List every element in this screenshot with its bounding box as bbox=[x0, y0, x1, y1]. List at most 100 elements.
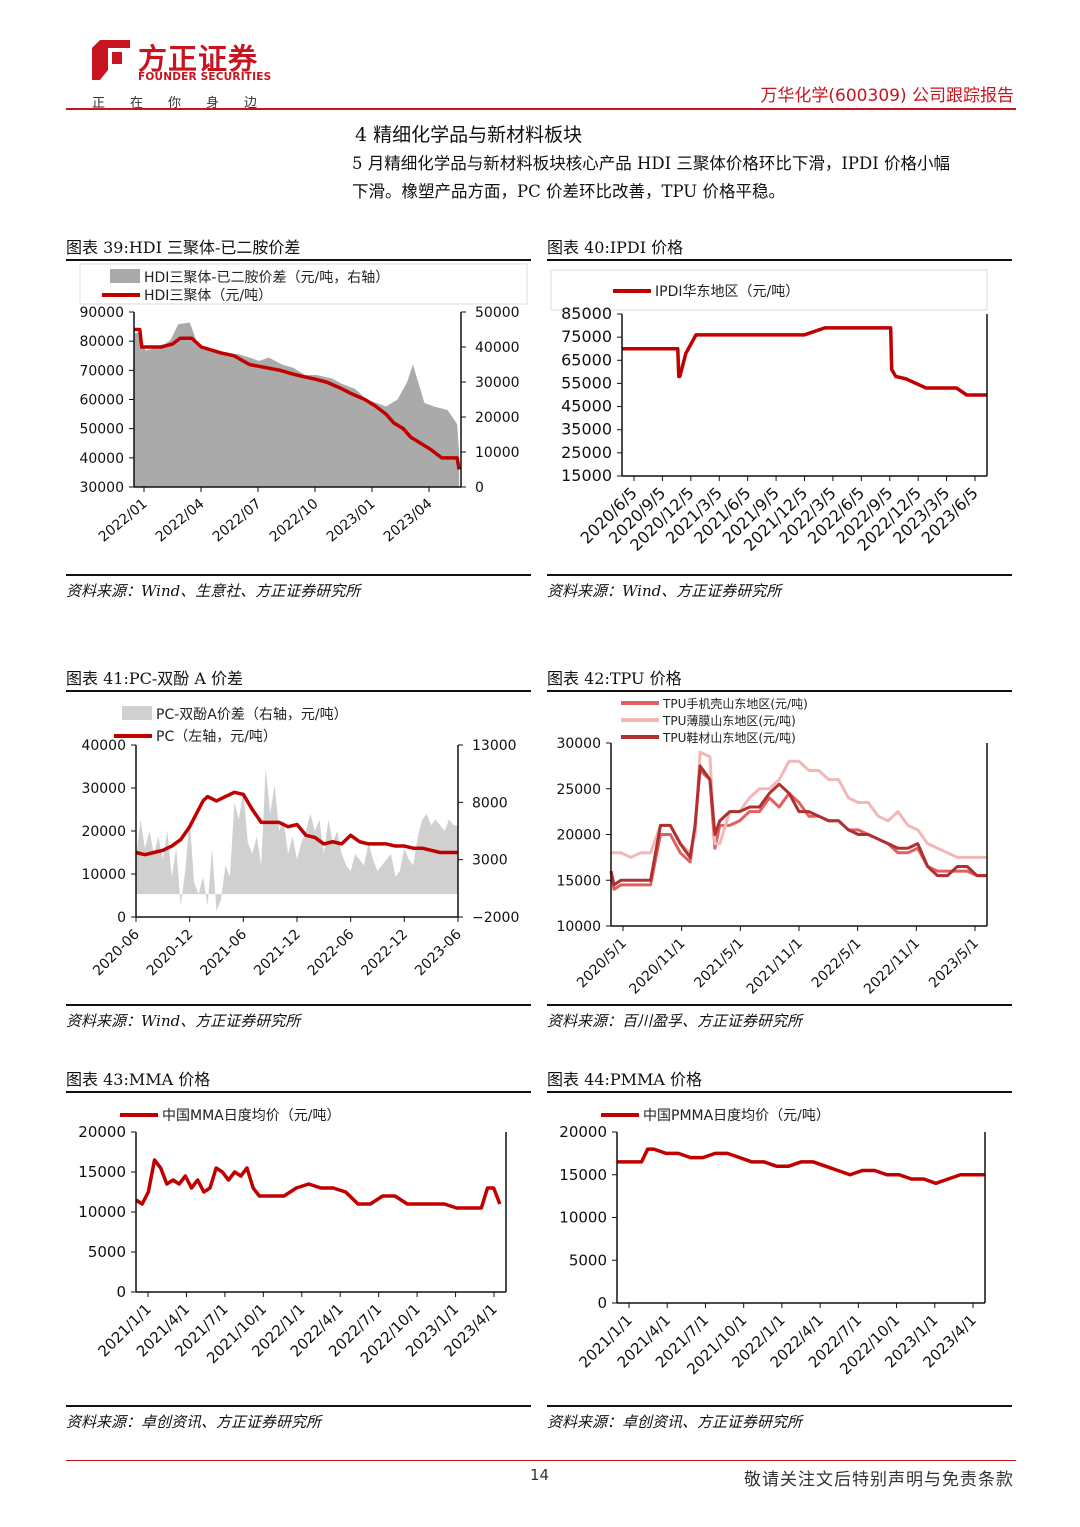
figure-source: 资料来源：Wind、方正证券研究所 bbox=[547, 582, 782, 600]
y-tick-label: 10000 bbox=[81, 867, 126, 883]
legend-label: IPDI华东地区（元/吨） bbox=[655, 284, 799, 300]
x-tick-label: 2023/01 bbox=[324, 496, 379, 546]
tpu-price-chart: TPU手机壳山东地区(元/吨) TPU薄膜山东地区(元/吨) TPU鞋材山东地区(元… bbox=[556, 697, 988, 998]
series-line bbox=[134, 327, 461, 470]
x-tick-label: 2023/04 bbox=[381, 496, 436, 546]
y-tick-label: 15000 bbox=[78, 1163, 126, 1181]
slogan-char: 在 bbox=[129, 96, 143, 111]
x-tick-label: 2022-12 bbox=[358, 927, 411, 980]
section-title: 4 精细化学品与新材料板块 bbox=[355, 124, 583, 146]
y-tick-label: 5000 bbox=[569, 1251, 607, 1269]
y-tick-label: 55000 bbox=[561, 373, 612, 392]
figure-caption: 图表 40:IPDI 价格 bbox=[547, 238, 684, 257]
figure-bottom-rule bbox=[547, 574, 1012, 576]
legend-label: PC-双酚A价差（右轴，元/吨） bbox=[156, 707, 348, 723]
x-tick-label: 2023-06 bbox=[412, 926, 465, 979]
y-tick-label: 40000 bbox=[79, 451, 124, 467]
figure-bottom-rule bbox=[66, 1004, 531, 1006]
figure-bottom-rule bbox=[66, 1405, 531, 1407]
legend-swatch bbox=[122, 706, 152, 720]
x-tick-label: 2021-12 bbox=[251, 927, 304, 980]
y2-tick-label: 10000 bbox=[475, 445, 520, 461]
x-tick-label: 2023/5/1 bbox=[926, 936, 982, 992]
y-tick-label: 20000 bbox=[78, 1123, 126, 1141]
legend-frame bbox=[79, 263, 528, 305]
hdi-trimer-spread-chart: HDI三聚体-已二胺价差（元/吨，右轴） HDI三聚体（元/吨） 90000 8000… bbox=[79, 263, 528, 546]
y-tick-label: 15000 bbox=[559, 1166, 607, 1184]
x-tick-label: 2021/5/1 bbox=[691, 936, 747, 992]
y-tick-label: 15000 bbox=[561, 466, 612, 485]
x-tick-label: 2020-06 bbox=[90, 926, 143, 979]
footer-disclaimer: 敬请关注文后特别声明与免责条款 bbox=[744, 1470, 1014, 1490]
x-tick-label: 2022/04 bbox=[153, 496, 208, 546]
y-tick-label: 0 bbox=[117, 910, 126, 926]
x-tick-label: 2022/10 bbox=[267, 496, 322, 546]
y-tick-label: 30000 bbox=[81, 781, 126, 797]
y-tick-label: 25000 bbox=[556, 782, 601, 798]
y-tick-label: 60000 bbox=[79, 393, 124, 409]
figure-bottom-rule bbox=[547, 1405, 1012, 1407]
figure-top-rule bbox=[547, 690, 1012, 692]
y-tick-label: 85000 bbox=[561, 304, 612, 323]
y2-tick-label: 8000 bbox=[472, 795, 508, 811]
legend-label: HDI三聚体-已二胺价差（元/吨，右轴） bbox=[144, 270, 389, 286]
y-tick-label: 30000 bbox=[556, 736, 601, 752]
y2-tick-label: 0 bbox=[475, 480, 484, 496]
mma-price-chart: 中国MMA日度均价（元/吨）200001500010000500002021/1… bbox=[78, 1108, 507, 1367]
figure-bottom-rule bbox=[66, 574, 531, 576]
series-line bbox=[609, 764, 987, 887]
y-tick-label: 80000 bbox=[79, 334, 124, 350]
pc-bpa-spread-chart: PC-双酚A价差（右轴，元/吨）PC（左轴，元/吨）40000300002000… bbox=[81, 706, 519, 980]
figure-top-rule bbox=[547, 259, 1012, 261]
slogan-char: 正 bbox=[92, 96, 106, 111]
figure-caption: 图表 41:PC-双酚 A 价差 bbox=[66, 669, 243, 688]
y-tick-label: 20000 bbox=[81, 824, 126, 840]
section-paragraph: 5 月精细化学品与新材料板块核心产品 HDI 三聚体价格环比下滑，IPDI 价格… bbox=[352, 150, 1020, 206]
slogan-char: 边 bbox=[243, 96, 257, 111]
y-tick-label: 90000 bbox=[79, 305, 124, 321]
series-line bbox=[617, 1147, 985, 1186]
y-tick-label: 15000 bbox=[556, 873, 601, 889]
legend-label: TPU鞋材山东地区(元/吨) bbox=[662, 730, 796, 745]
y-tick-label: 10000 bbox=[78, 1203, 126, 1221]
figure-caption: 图表 43:MMA 价格 bbox=[66, 1070, 211, 1089]
y-tick-label: 65000 bbox=[561, 350, 612, 369]
legend-label: TPU手机壳山东地区(元/吨) bbox=[662, 697, 808, 711]
figure-caption: 图表 44:PMMA 价格 bbox=[547, 1070, 703, 1089]
y-tick-label: 25000 bbox=[561, 443, 612, 462]
slogan-char: 身 bbox=[205, 96, 219, 111]
figure-top-rule bbox=[66, 690, 531, 692]
x-tick-label: 2022-06 bbox=[305, 926, 358, 979]
figure-top-rule bbox=[547, 1091, 1012, 1093]
y2-tick-label: 30000 bbox=[475, 375, 520, 391]
y-tick-label: 20000 bbox=[559, 1123, 607, 1141]
paragraph-line: 5 月精细化学品与新材料板块核心产品 HDI 三聚体价格环比下滑，IPDI 价格… bbox=[352, 154, 950, 173]
figure-source: 资料来源：Wind、生意社、方正证券研究所 bbox=[66, 582, 361, 600]
y2-tick-label: 3000 bbox=[472, 853, 508, 869]
y-tick-label: 30000 bbox=[79, 480, 124, 496]
y2-tick-label: 20000 bbox=[475, 410, 520, 426]
brand-slogan: 正 在 你 身 边 bbox=[92, 92, 257, 111]
y-tick-label: 70000 bbox=[79, 363, 124, 379]
y-tick-label: 10000 bbox=[556, 919, 601, 935]
x-tick-label: 2022/07 bbox=[210, 496, 265, 546]
series-area bbox=[136, 767, 458, 912]
y2-tick-label: 13000 bbox=[472, 738, 517, 754]
y2-tick-label: 40000 bbox=[475, 340, 520, 356]
legend-label: TPU薄膜山东地区(元/吨) bbox=[662, 713, 796, 728]
footer-divider bbox=[66, 1460, 1016, 1461]
y-tick-label: 5000 bbox=[88, 1243, 126, 1261]
figure-source: 资料来源：百川盈孚、方正证券研究所 bbox=[547, 1012, 803, 1030]
figure-caption: 图表 42:TPU 价格 bbox=[547, 669, 682, 688]
paragraph-line: 下滑。橡塑产品方面，PC 价差环比改善，TPU 价格平稳。 bbox=[352, 182, 785, 201]
series-area bbox=[134, 322, 460, 487]
series-line bbox=[609, 768, 987, 891]
figure-top-rule bbox=[66, 1091, 531, 1093]
y-tick-label: 10000 bbox=[559, 1209, 607, 1227]
founder-logo-icon bbox=[92, 40, 130, 80]
y2-tick-label: −2000 bbox=[472, 910, 519, 926]
legend-label: PC（左轴，元/吨） bbox=[156, 729, 277, 745]
y-tick-label: 75000 bbox=[561, 327, 612, 346]
y-tick-label: 35000 bbox=[561, 420, 612, 439]
legend-label: HDI三聚体（元/吨） bbox=[144, 288, 272, 304]
